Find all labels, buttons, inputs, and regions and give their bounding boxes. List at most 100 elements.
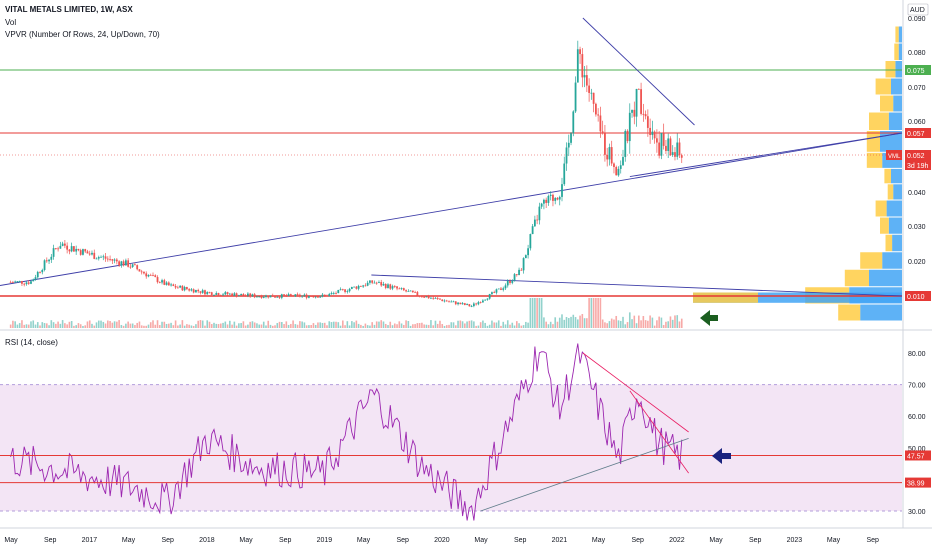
candle-body — [18, 281, 21, 282]
volume-bar — [676, 315, 679, 328]
candle-body — [237, 295, 240, 297]
symbol-title[interactable]: VITAL METALS LIMITED, 1W, ASX — [5, 5, 133, 14]
candle-body — [253, 294, 256, 298]
volume-bar — [127, 321, 129, 328]
volume-bar — [125, 323, 127, 328]
rsi-band — [0, 384, 902, 511]
price-badge-label: 3d 19h — [907, 163, 929, 170]
volume-bar — [100, 320, 102, 328]
candle-body — [405, 290, 407, 292]
candle-body — [676, 142, 679, 157]
price-axis-label: 0.020 — [908, 259, 926, 266]
volume-profile-bar — [882, 252, 902, 269]
volume-bar — [14, 321, 16, 328]
rsi-axis-label: 60.00 — [908, 414, 926, 421]
candle-body — [597, 114, 600, 116]
volume-bar — [321, 322, 324, 328]
candle-body — [432, 297, 435, 299]
volume-bar — [170, 322, 172, 328]
volume-bar — [16, 324, 19, 328]
candle-body — [95, 258, 98, 260]
candle-body — [337, 289, 340, 294]
volume-bar — [538, 298, 541, 328]
candle-body — [540, 203, 543, 207]
volume-bar — [608, 321, 611, 328]
candle-body — [640, 89, 642, 114]
volume-indicator-label[interactable]: Vol — [5, 18, 17, 27]
volume-bar — [301, 321, 303, 328]
volume-bar — [588, 298, 590, 328]
candle-body — [364, 285, 367, 287]
candle-body — [308, 296, 310, 298]
vpvr-indicator-label[interactable]: VPVR (Number Of Rows, 24, Up/Down, 70) — [5, 30, 160, 39]
volume-bar — [258, 324, 261, 328]
volume-bar — [604, 322, 606, 328]
volume-bar — [425, 324, 428, 328]
volume-bar — [450, 322, 453, 328]
candle-body — [371, 280, 374, 283]
volume-profile-bar — [844, 269, 869, 287]
volume-bar — [149, 322, 152, 328]
candle-body — [328, 294, 331, 297]
volume-bar — [667, 321, 669, 328]
candle-body — [529, 234, 532, 249]
candle-body — [484, 299, 487, 301]
volume-bar — [172, 325, 175, 328]
volume-bar — [353, 322, 355, 328]
volume-profile-bar — [875, 200, 887, 217]
volume-bar — [357, 323, 360, 328]
volume-bar — [484, 322, 486, 328]
candle-body — [527, 248, 529, 256]
volume-bar — [281, 322, 283, 328]
candle-body — [655, 138, 658, 143]
candle-body — [165, 282, 168, 285]
volume-bar — [396, 324, 398, 328]
volume-bar — [9, 324, 12, 328]
candle-body — [637, 88, 640, 90]
candle-body — [601, 131, 604, 133]
candle-body — [366, 282, 369, 286]
volume-bar — [556, 321, 559, 328]
candle-body — [448, 301, 450, 303]
volume-bar — [583, 318, 586, 328]
candle-body — [228, 293, 231, 295]
candle-body — [407, 290, 410, 292]
candle-body — [39, 271, 41, 273]
candle-body — [552, 194, 554, 201]
candle-body — [149, 274, 152, 276]
volume-bar — [421, 322, 423, 328]
candle-body — [579, 49, 581, 55]
symbol-tag — [886, 150, 902, 160]
candle-body — [466, 304, 468, 305]
candle-body — [350, 287, 353, 289]
volume-profile-bar — [891, 78, 902, 95]
volume-bar — [224, 321, 227, 328]
candle-body — [190, 289, 193, 291]
candle-body — [624, 130, 627, 158]
rsi-indicator-label[interactable]: RSI (14, close) — [5, 338, 58, 347]
price-badge-label: 0.052 — [907, 153, 925, 160]
candle-body — [380, 282, 383, 286]
volume-profile-bar — [866, 131, 880, 152]
volume-bar — [32, 320, 35, 328]
volume-bar — [522, 325, 525, 328]
candle-body — [36, 271, 39, 278]
time-axis-label: Sep — [514, 537, 527, 544]
candle-body — [653, 131, 656, 139]
descending-trendline — [582, 17, 695, 126]
candle-body — [138, 269, 141, 272]
candle-body — [353, 286, 356, 288]
volume-bar — [635, 323, 638, 328]
volume-bar — [441, 324, 444, 328]
volume-bar — [18, 323, 21, 328]
volume-bar — [183, 325, 186, 328]
candle-body — [251, 294, 254, 297]
volume-bar — [308, 325, 310, 328]
volume-bar — [461, 321, 464, 328]
volume-bar — [287, 324, 290, 328]
volume-bar — [403, 324, 405, 328]
candle-body — [493, 292, 496, 293]
volume-bar — [199, 320, 202, 328]
